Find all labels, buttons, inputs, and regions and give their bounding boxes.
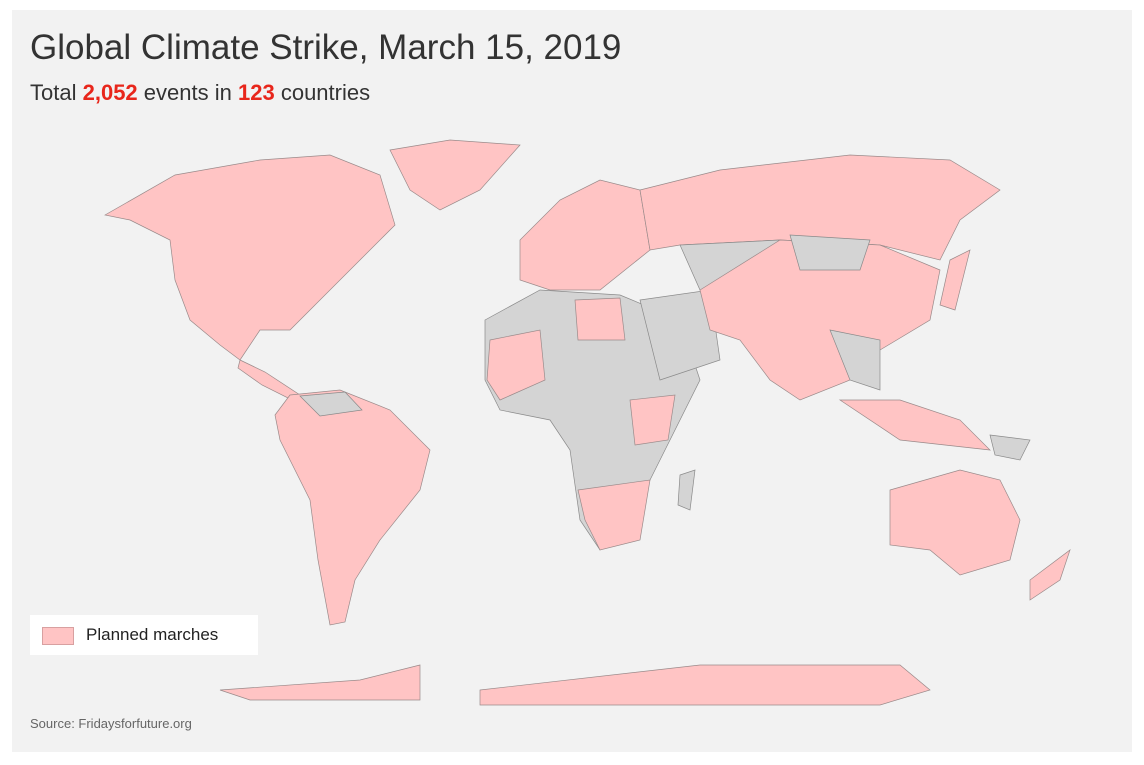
subtitle: Total 2,052 events in 123 countries	[30, 80, 370, 106]
antarctica-east	[479, 664, 931, 706]
source: Source: Fridaysforfuture.org	[30, 716, 192, 731]
legend: Planned marches	[30, 615, 258, 655]
north-america	[104, 154, 396, 361]
mongolia	[789, 234, 871, 271]
south-africa	[577, 479, 651, 551]
world-map	[104, 139, 1071, 706]
legend-swatch	[42, 627, 74, 645]
japan	[939, 249, 971, 311]
australia	[889, 469, 1021, 576]
central-america	[237, 359, 301, 401]
country-count: 123	[237, 80, 275, 105]
madagascar	[677, 469, 696, 511]
antarctica-west	[219, 664, 421, 701]
west-africa	[486, 329, 546, 401]
europe	[519, 179, 651, 291]
greenland	[389, 139, 521, 211]
new-zealand	[1029, 549, 1071, 601]
venezuela	[299, 391, 363, 417]
indonesia	[838, 399, 991, 451]
south-america	[274, 389, 431, 626]
event-count: 2,052	[82, 80, 138, 105]
subtitle-text: events in	[143, 80, 232, 105]
subtitle-text: countries	[280, 80, 371, 105]
indochina	[829, 329, 881, 391]
middle-east	[639, 289, 721, 381]
russia	[639, 154, 1001, 261]
libya	[574, 297, 626, 341]
panel: Global Climate Strike, March 15, 2019 To…	[12, 10, 1132, 752]
east-africa	[629, 394, 676, 446]
subtitle-text: Total	[30, 80, 77, 105]
legend-label: Planned marches	[86, 625, 219, 644]
title: Global Climate Strike, March 15, 2019	[30, 28, 622, 67]
papua	[989, 434, 1031, 461]
